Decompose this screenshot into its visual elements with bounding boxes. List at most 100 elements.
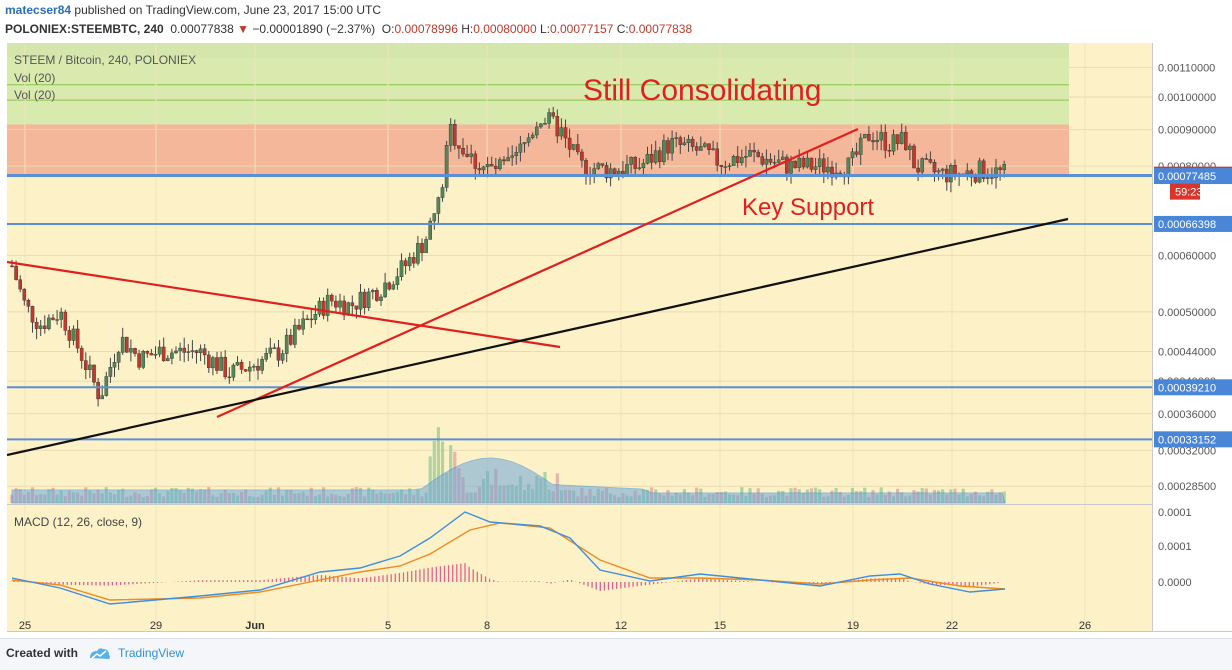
tradingview-link[interactable]: TradingView xyxy=(118,646,185,660)
candle-body xyxy=(186,351,191,353)
candle-body xyxy=(502,159,506,162)
author-link[interactable]: matecser84 xyxy=(5,3,72,17)
macd-label: MACD (12, 26, close, 9) xyxy=(14,515,142,529)
close-label: C: xyxy=(616,22,629,36)
candle-body xyxy=(645,153,650,164)
candle-body xyxy=(649,153,654,163)
candle-body xyxy=(403,260,408,267)
candle-body xyxy=(43,325,47,329)
candle-body xyxy=(797,157,801,168)
candle-body xyxy=(260,359,264,371)
candle-body xyxy=(112,362,117,368)
candle-body xyxy=(79,347,84,361)
candle-body xyxy=(756,151,760,157)
candle-body xyxy=(276,347,281,361)
candle-body xyxy=(612,168,617,175)
candle-body xyxy=(559,127,564,137)
candle-body xyxy=(551,112,555,117)
candle-body xyxy=(280,353,285,361)
volume-bar xyxy=(440,441,445,503)
candle-body xyxy=(506,157,510,162)
candle-body xyxy=(272,347,277,349)
volume-bar xyxy=(1002,491,1006,503)
trendline-red-descending[interactable] xyxy=(7,260,561,349)
candle-body xyxy=(658,150,662,163)
candle-body xyxy=(809,157,814,170)
y-tick-label-9: 0.00032000 xyxy=(1158,445,1216,457)
candle-body xyxy=(621,170,625,175)
candle-body xyxy=(379,296,383,301)
candle-body xyxy=(489,164,494,167)
candle-body xyxy=(223,356,228,378)
x-tick-label-0: 25 xyxy=(19,620,31,632)
candle-body xyxy=(194,350,199,354)
candle-body xyxy=(801,157,806,168)
x-tick-label-7: 19 xyxy=(847,620,859,632)
candle-body xyxy=(682,142,687,145)
candle-body xyxy=(247,366,252,372)
countdown-tag xyxy=(1170,183,1200,200)
candle-body xyxy=(904,132,908,150)
candle-body xyxy=(694,146,699,151)
chart-title: STEEM / Bitcoin, 240, POLONIEX xyxy=(14,53,196,67)
countdown-label: 59:23 xyxy=(1175,187,1203,199)
candle-body xyxy=(949,165,953,183)
candle-body xyxy=(748,149,752,157)
candle-body xyxy=(973,176,978,183)
price-zone-1 xyxy=(7,43,1069,125)
candle-body xyxy=(206,354,211,369)
candle-body xyxy=(293,324,297,345)
candle-body xyxy=(325,294,330,316)
candle-body xyxy=(190,350,195,352)
candle-body xyxy=(469,153,474,157)
candle-body xyxy=(256,365,260,371)
quote-line: POLONIEX:STEEMBTC, 240 0.00077838 ▼ −0.0… xyxy=(5,22,692,36)
candle-body xyxy=(457,145,461,149)
candle-body xyxy=(342,300,346,316)
candle-body xyxy=(604,165,609,179)
candle-body xyxy=(47,317,51,329)
candle-body xyxy=(465,153,469,157)
candle-body xyxy=(63,311,68,331)
candle-body xyxy=(867,133,871,141)
candle-body xyxy=(51,317,55,320)
candle-body xyxy=(715,148,719,166)
annotation-key-support: Key Support xyxy=(742,194,874,221)
candle-body xyxy=(768,158,773,163)
candle-body xyxy=(71,328,76,341)
candle-body xyxy=(92,364,96,383)
candle-body xyxy=(161,346,166,362)
price-tag-1 xyxy=(1154,168,1232,185)
candle-body xyxy=(494,165,498,170)
candle-body xyxy=(981,160,986,179)
candle-body xyxy=(690,138,695,147)
candle-body xyxy=(289,334,293,345)
candle-body xyxy=(313,314,318,320)
candle-body xyxy=(916,167,920,173)
candle-body xyxy=(75,328,80,349)
price-chart[interactable]: 0.001100000.001000000.000900000.00080000… xyxy=(0,40,1232,638)
candle-body xyxy=(22,288,27,301)
candle-body xyxy=(120,336,125,353)
candle-body xyxy=(735,156,740,164)
trendline-black-support[interactable] xyxy=(7,217,1069,457)
y-tick-label-5: 0.00050000 xyxy=(1158,307,1216,319)
volume-bar xyxy=(432,440,436,503)
candle-body xyxy=(641,163,646,168)
candle-body xyxy=(535,126,539,136)
y-tick-label-2: 0.00090000 xyxy=(1158,125,1216,137)
candle-body xyxy=(576,144,580,153)
trendline-red-ascending[interactable] xyxy=(216,127,859,419)
candle-body xyxy=(362,291,367,308)
price-tag-label-2: 0.00066398 xyxy=(1158,219,1216,231)
candle-body xyxy=(67,330,72,341)
high-value: 0.00080000 xyxy=(473,22,537,36)
price-tag-label-4: 0.00033152 xyxy=(1158,434,1216,446)
volume-ma-area xyxy=(11,457,1006,504)
candle-body xyxy=(149,353,154,356)
macd-y-tick-2: 0.0000 xyxy=(1158,577,1192,589)
candle-body xyxy=(670,138,674,154)
candle-body xyxy=(879,132,883,141)
candle-body xyxy=(580,151,584,161)
y-tick-label-6: 0.00044000 xyxy=(1158,347,1216,359)
